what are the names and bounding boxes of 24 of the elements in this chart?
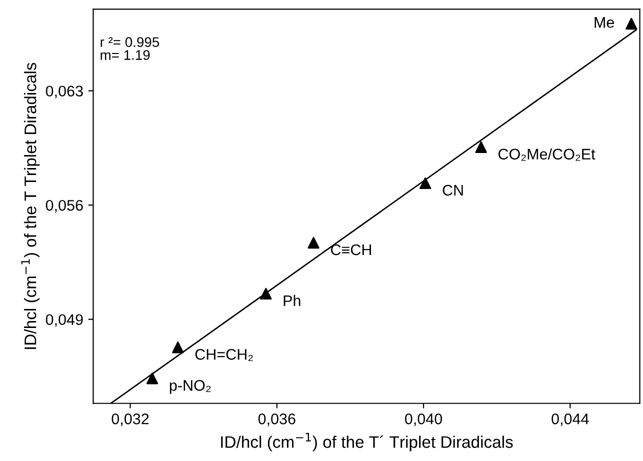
y-axis-title: ID/hcl (cm$^{−1}$) of the T Triplet Diradicals (21, 62, 40, 349)
point (172, 342, 184, 354)
point (626, 18, 638, 30)
annotation: C≡CH (330, 244, 371, 256)
y-tick-label: 0,056 (46, 200, 83, 213)
annotation: Me (594, 17, 614, 28)
x-tick-label: 0,040 (404, 414, 442, 426)
point (308, 236, 320, 249)
y-tick-label: 0,063 (46, 86, 83, 98)
annotation: r ²= 0.995 m= 1.19 (100, 37, 160, 60)
annotation: Ph (284, 294, 300, 306)
annotation: p-NO₂ (170, 380, 211, 394)
y-tick-label: 0,049 (46, 314, 83, 327)
x-axis-title: ID/hcl (cm$^{−1}$) of the T´ Triplet Diradicals (221, 432, 513, 452)
annotation: CO₂Me/CO₂Et (498, 148, 596, 161)
annotation: CH=CH₂ (195, 349, 253, 361)
x-tick-label: 0,032 (112, 414, 149, 426)
x-tick-label: 0,036 (258, 414, 296, 426)
point (146, 372, 158, 384)
point (260, 288, 272, 300)
point (475, 141, 487, 153)
x-tick-label: 0,044 (552, 414, 589, 426)
point (420, 177, 432, 190)
annotation: CN (442, 184, 463, 196)
